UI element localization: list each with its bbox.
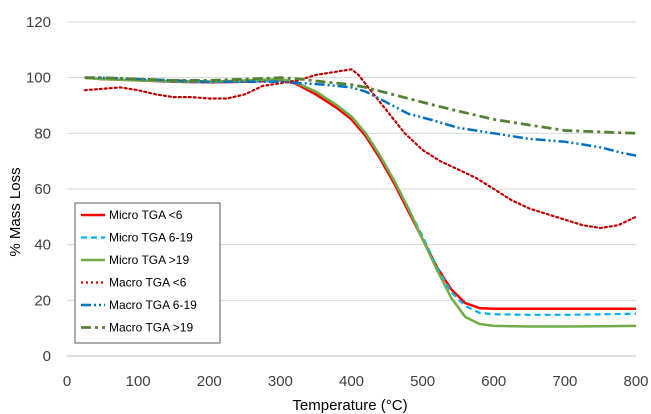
legend-label-3: Micro TGA >19 [109,253,189,267]
x-tick-label: 0 [63,373,71,390]
series-line-4 [83,68,638,230]
plot-area [83,68,638,328]
y-tick-label: 60 [34,181,51,198]
x-tick-label: 300 [268,373,293,390]
legend: Micro TGA <6 Micro TGA 6-19 Micro TGA >19 M… [74,202,221,344]
y-tick-label: 120 [26,14,51,31]
x-tick-label: 800 [623,373,648,390]
axes: 0 20 40 60 80 100 120 0 100 200 300 400 500 600 700 800 [26,14,649,390]
x-tick-label: 100 [126,373,151,390]
legend-label-2: Micro TGA 6-19 [109,231,193,245]
legend-label-4: Macro TGA <6 [109,276,187,290]
y-tick-label: 0 [43,348,51,365]
legend-label-5: Macro TGA 6-19 [109,298,197,312]
x-tick-label: 200 [197,373,222,390]
x-tick-label: 500 [410,373,435,390]
y-tick-label: 20 [34,292,51,309]
y-tick-label: 100 [26,70,51,87]
legend-label-1: Micro TGA <6 [109,208,183,222]
x-tick-label: 400 [339,373,364,390]
y-tick-label: 40 [34,237,51,254]
y-tick-label: 80 [34,125,51,142]
series-line-5 [84,76,637,157]
x-tick-label: 600 [481,373,506,390]
series-line-6 [84,76,637,135]
legend-box [74,202,221,344]
x-axis-title: Temperature (°C) [292,397,407,414]
legend-label-6: Macro TGA >19 [109,321,193,335]
x-tick-label: 700 [552,373,577,390]
y-axis-title: % Mass Loss [7,167,24,256]
